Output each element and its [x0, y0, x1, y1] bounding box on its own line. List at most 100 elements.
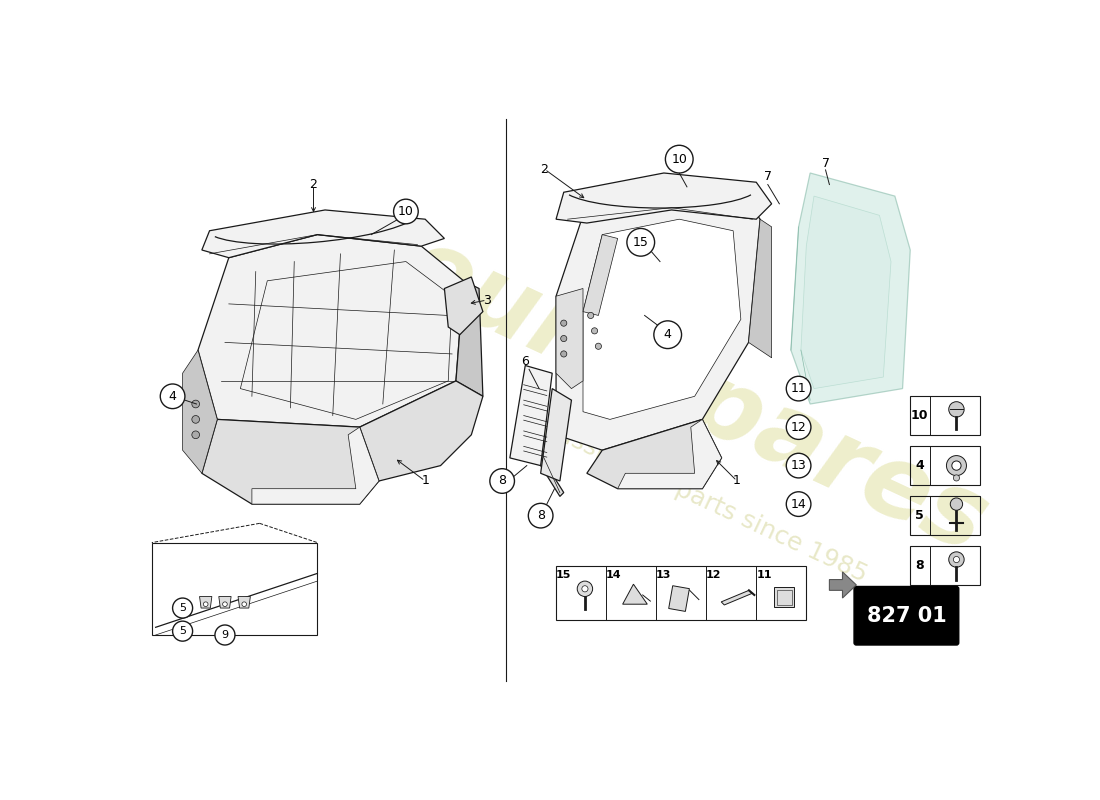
Circle shape: [786, 376, 811, 401]
Bar: [777, 590, 792, 605]
Circle shape: [666, 146, 693, 173]
Circle shape: [191, 431, 199, 438]
Text: a passion for parts since 1985: a passion for parts since 1985: [518, 406, 871, 587]
Circle shape: [578, 581, 593, 597]
Circle shape: [214, 625, 235, 645]
Polygon shape: [199, 597, 212, 608]
Circle shape: [561, 351, 566, 357]
Bar: [911, 446, 979, 485]
Text: 12: 12: [706, 570, 722, 580]
Polygon shape: [829, 572, 856, 598]
Polygon shape: [360, 381, 483, 481]
Text: 10: 10: [398, 205, 414, 218]
Polygon shape: [618, 419, 722, 489]
Polygon shape: [541, 389, 572, 481]
Circle shape: [786, 414, 811, 439]
Bar: [556, 566, 806, 619]
Circle shape: [786, 454, 811, 478]
Circle shape: [394, 199, 418, 224]
Polygon shape: [556, 173, 772, 223]
Text: 14: 14: [791, 498, 806, 510]
Text: eurospares: eurospares: [387, 218, 1002, 574]
Circle shape: [490, 469, 515, 494]
Circle shape: [587, 312, 594, 318]
Bar: [669, 586, 690, 611]
Bar: [911, 496, 979, 535]
Circle shape: [954, 475, 959, 481]
Text: 5: 5: [915, 509, 924, 522]
Circle shape: [204, 602, 208, 606]
Circle shape: [191, 415, 199, 423]
Polygon shape: [510, 366, 552, 466]
Polygon shape: [198, 234, 464, 427]
Circle shape: [627, 229, 654, 256]
Text: 8: 8: [915, 559, 924, 572]
Text: 8: 8: [537, 509, 544, 522]
Text: 1: 1: [421, 474, 429, 487]
Polygon shape: [623, 584, 647, 604]
Circle shape: [948, 552, 964, 567]
Circle shape: [561, 335, 566, 342]
Polygon shape: [183, 350, 218, 474]
Circle shape: [948, 402, 964, 417]
Polygon shape: [587, 419, 722, 489]
Bar: [774, 587, 794, 607]
Polygon shape: [556, 289, 583, 389]
Text: 8: 8: [498, 474, 506, 487]
Circle shape: [946, 455, 967, 476]
Circle shape: [786, 492, 811, 517]
Polygon shape: [202, 419, 378, 504]
Circle shape: [592, 328, 597, 334]
Text: 2: 2: [309, 178, 318, 191]
Text: 12: 12: [791, 421, 806, 434]
Text: 13: 13: [791, 459, 806, 472]
Text: 4: 4: [168, 390, 176, 403]
Text: 1: 1: [733, 474, 741, 487]
Text: 10: 10: [911, 409, 928, 422]
Bar: [911, 396, 979, 435]
Text: 5: 5: [179, 626, 186, 636]
Polygon shape: [219, 597, 231, 608]
Polygon shape: [252, 427, 378, 504]
Polygon shape: [238, 597, 251, 608]
Polygon shape: [801, 196, 891, 389]
Text: 11: 11: [791, 382, 806, 395]
Polygon shape: [455, 281, 483, 396]
Circle shape: [954, 557, 959, 562]
Circle shape: [191, 400, 199, 408]
Text: 2: 2: [540, 162, 549, 176]
Polygon shape: [791, 173, 911, 404]
Text: 7: 7: [822, 158, 829, 170]
Circle shape: [161, 384, 185, 409]
Text: 6: 6: [521, 355, 529, 368]
Text: 10: 10: [671, 153, 688, 166]
Polygon shape: [556, 181, 760, 450]
Circle shape: [173, 621, 192, 641]
Circle shape: [222, 602, 228, 606]
Text: 11: 11: [756, 570, 772, 580]
Polygon shape: [537, 435, 563, 496]
Circle shape: [582, 586, 588, 592]
Circle shape: [950, 498, 962, 510]
Text: 3: 3: [483, 294, 491, 306]
Bar: [911, 546, 979, 585]
Circle shape: [653, 321, 682, 349]
Circle shape: [561, 320, 566, 326]
Circle shape: [952, 461, 961, 470]
Circle shape: [595, 343, 602, 350]
Text: 9: 9: [221, 630, 229, 640]
Text: 7: 7: [763, 170, 772, 183]
Polygon shape: [444, 277, 483, 334]
Polygon shape: [722, 590, 752, 605]
FancyBboxPatch shape: [854, 586, 959, 645]
Text: 13: 13: [657, 570, 671, 580]
Circle shape: [173, 598, 192, 618]
Text: 4: 4: [663, 328, 672, 341]
Text: 827 01: 827 01: [867, 606, 946, 626]
Polygon shape: [583, 219, 741, 419]
Circle shape: [242, 602, 246, 606]
Text: 4: 4: [915, 459, 924, 472]
Text: 5: 5: [179, 603, 186, 613]
Polygon shape: [202, 210, 444, 258]
Text: 15: 15: [557, 570, 571, 580]
